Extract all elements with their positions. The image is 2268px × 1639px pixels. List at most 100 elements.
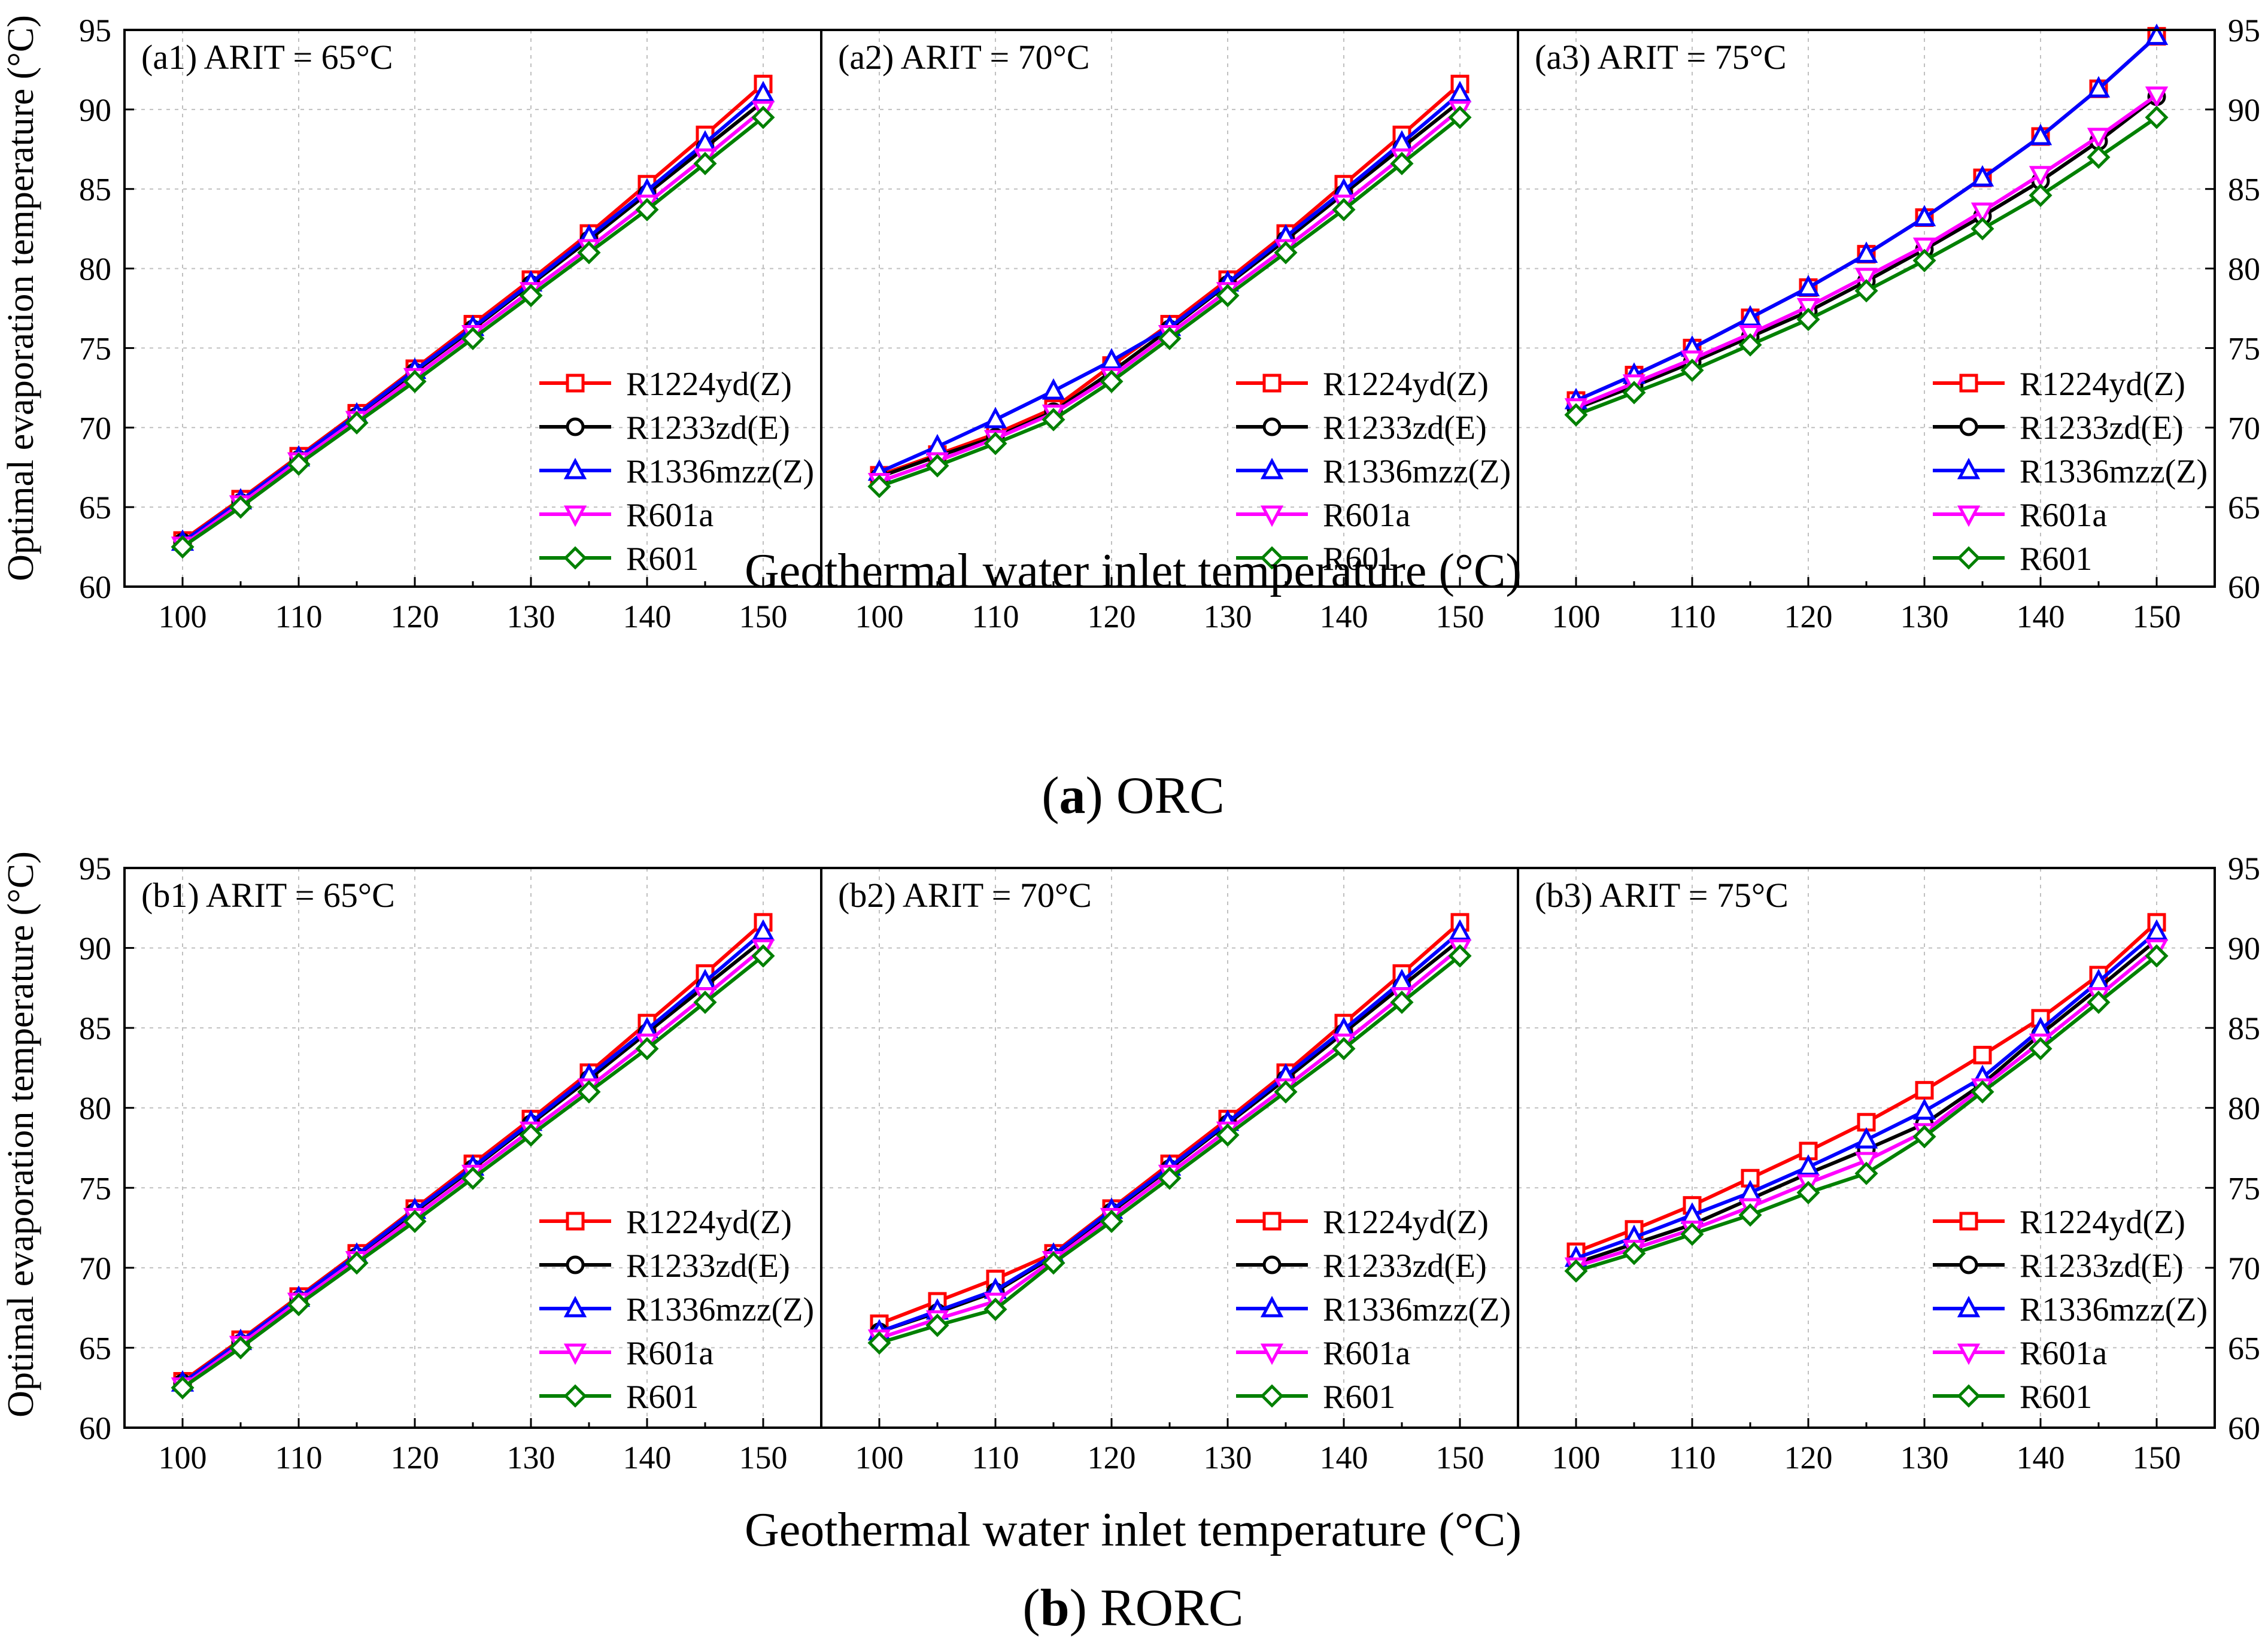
data-point-R601 [345, 411, 369, 435]
figure-a-caption-text: ORC [1116, 767, 1225, 825]
data-point-R601 [751, 944, 775, 968]
data-point-R1336mzz(Z) [1971, 165, 1994, 187]
legend-marker [563, 1295, 587, 1318]
data-point-R601 [925, 1313, 949, 1337]
legend-marker [1260, 505, 1284, 527]
y-tick-label-right: 75 [2228, 330, 2260, 366]
data-point-R601 [1390, 151, 1414, 175]
data-point-R1336mzz(Z) [2145, 919, 2169, 941]
x-tick-label: 150 [2133, 599, 2181, 635]
series-R1224yd(Z) [1566, 913, 2166, 1261]
y-tick-label-left: 85 [79, 172, 111, 208]
data-point-R601 [1216, 284, 1240, 308]
panel-b3-frame [1517, 867, 2216, 1429]
data-point-R601 [2145, 944, 2169, 968]
data-point-R1336mzz(Z) [1448, 80, 1472, 102]
y-tick-label-right: 90 [2228, 92, 2260, 128]
legend-label: R1336mzz(Z) [2020, 453, 2208, 490]
legend-b3: R1224yd(Z) R1233zd(E) R1336mzz(Z) R601a R601 [1933, 1204, 2208, 1416]
legend-label: R601a [1323, 497, 1410, 534]
data-point-R601 [2145, 105, 2169, 129]
data-point-R601 [461, 1166, 485, 1190]
data-point-R601 [1564, 1259, 1588, 1283]
y-tick-label-left: 70 [79, 1251, 111, 1286]
legend-label: R601a [2020, 497, 2107, 534]
legend-label: R1233zd(E) [1323, 409, 1487, 447]
data-point-R601 [577, 1080, 601, 1104]
data-point-R601 [1738, 1203, 1762, 1227]
data-point-R601 [1158, 326, 1182, 351]
series-R601 [1564, 105, 2169, 427]
figure-a-x-label: Geothermal water inlet temperature (°C) [745, 545, 1522, 597]
x-tick-label: 130 [507, 599, 555, 635]
data-point-R601 [1100, 1209, 1124, 1233]
legend-label: R1233zd(E) [1323, 1248, 1487, 1285]
data-point-R601 [1680, 1222, 1704, 1246]
legend-marker [563, 546, 587, 570]
data-point-R1224yd(Z) [1973, 1046, 1992, 1065]
legend-label: R1336mzz(Z) [1323, 453, 1511, 490]
y-tick-label-left: 75 [79, 330, 111, 366]
series-R601 [1564, 944, 2169, 1283]
data-point-R601 [1274, 241, 1298, 265]
data-point-R601 [1448, 944, 1472, 968]
legend-label: R1224yd(Z) [626, 366, 792, 403]
x-tick-label: 130 [1900, 1440, 1949, 1476]
data-point-R601 [287, 452, 311, 476]
figure-b-caption: (b) RORC [1022, 1579, 1243, 1637]
legend-marker [1262, 374, 1282, 393]
figure-b-caption-text: RORC [1100, 1579, 1244, 1637]
data-point-R1336mzz(Z) [1042, 378, 1065, 400]
x-tick-label: 140 [1320, 599, 1368, 635]
panel-b2: 100 110 120 130 140 150R1224yd(Z)R1233zd(E)R1… [820, 867, 1519, 1476]
y-tick-label-right: 80 [2228, 251, 2260, 287]
x-tick-label: 140 [2017, 1440, 2065, 1476]
legend-marker [1957, 505, 1981, 527]
data-point-R601 [287, 1292, 311, 1316]
data-point-R601 [635, 198, 659, 221]
y-tick-label-left: 60 [79, 569, 111, 605]
figure-b-plot: 100 110 120 130 140 150 60 65 70 75 80 85 90 95 R1224y… [79, 851, 2260, 1476]
legend-label: R1336mzz(Z) [626, 453, 814, 490]
legend-label: R601 [1323, 1379, 1395, 1416]
y-tick-label-right: 65 [2228, 490, 2260, 526]
data-point-R1336mzz(Z) [2029, 123, 2053, 145]
legend-label: R601 [1323, 541, 1395, 578]
data-point-R1336mzz(Z) [2145, 23, 2169, 45]
data-point-R1336mzz(Z) [1854, 1127, 1878, 1149]
data-point-R601 [1971, 1080, 1994, 1104]
data-point-R601 [2029, 183, 2053, 207]
data-point-R601 [867, 1331, 891, 1355]
x-tick-label: 110 [972, 1440, 1019, 1476]
y-tick-label-right: 85 [2228, 1010, 2260, 1046]
data-point-R1336mzz(Z) [983, 406, 1007, 429]
y-tick-label-left: 90 [79, 931, 111, 967]
legend-marker [1957, 457, 1981, 479]
legend-label: R601 [2020, 1379, 2092, 1416]
x-tick-label: 120 [391, 599, 439, 635]
series-R601 [867, 944, 1472, 1355]
legend-label: R1336mzz(Z) [2020, 1291, 2208, 1328]
data-point-R601 [461, 326, 485, 351]
y-tick-label-right: 75 [2228, 1170, 2260, 1206]
data-point-R601 [2087, 990, 2111, 1014]
figure-a: 100 110 120 130 140 150 60 65 70 75 80 85 90 95 R1224y… [1, 13, 2260, 825]
legend-label: R1224yd(Z) [1323, 1204, 1489, 1241]
y-tick-label-left: 95 [79, 13, 111, 48]
data-point-R601 [1332, 1037, 1356, 1061]
data-point-R601 [1680, 359, 1704, 383]
legend-marker [1262, 1212, 1282, 1231]
panel-a1-title: (a1) ARIT = 65°C [141, 38, 393, 77]
panel-b3-title: (b3) ARIT = 75°C [1535, 876, 1789, 915]
data-point-R601 [1332, 198, 1356, 221]
legend-marker [1959, 1255, 1978, 1274]
x-tick-label: 130 [1900, 599, 1949, 635]
legend-label: R601a [1323, 1335, 1410, 1372]
x-tick-label: 120 [1088, 599, 1136, 635]
y-tick-label-right: 60 [2228, 1410, 2260, 1446]
legend-label: R1336mzz(Z) [626, 1291, 814, 1328]
legend-marker [563, 505, 587, 527]
data-point-R1336mzz(Z) [2087, 76, 2111, 98]
legend-marker [1957, 1295, 1981, 1318]
